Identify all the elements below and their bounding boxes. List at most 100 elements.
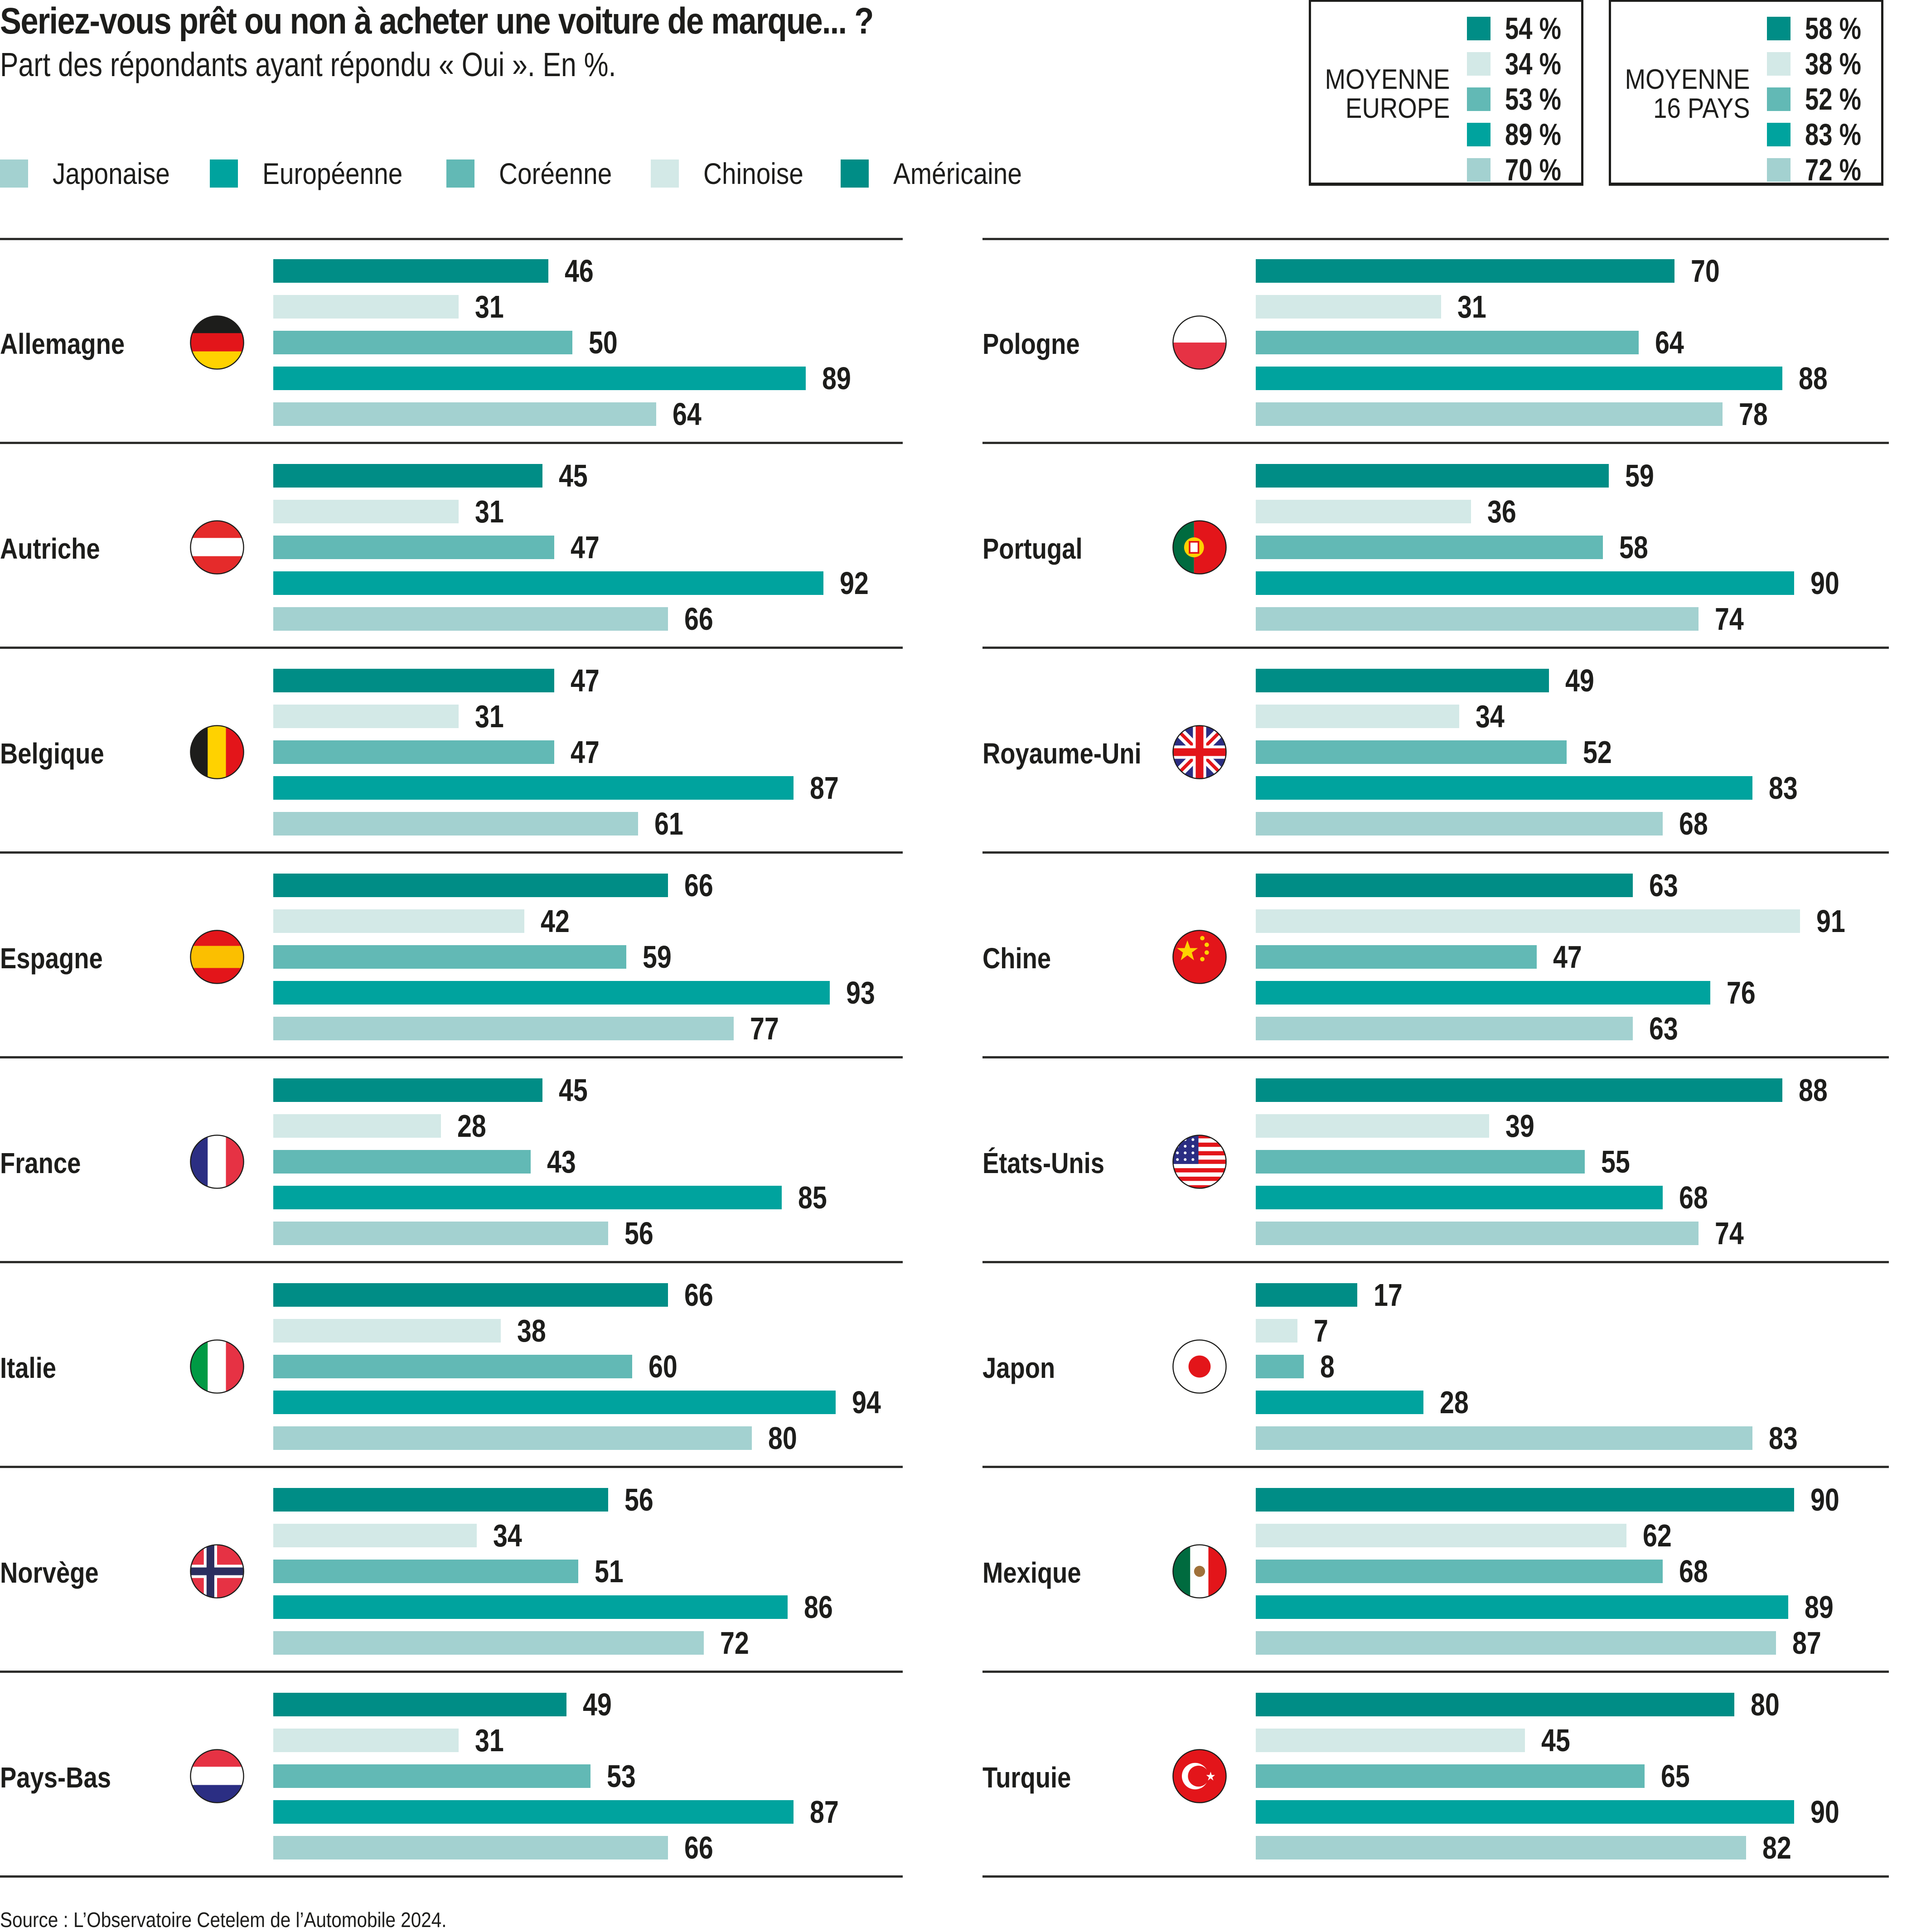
bar-europeenne xyxy=(1256,1391,1423,1414)
bar-value-label: 92 xyxy=(840,565,869,601)
bar-value-label: 45 xyxy=(559,458,588,493)
bar-chinoise xyxy=(273,1729,459,1752)
bar-value-label: 52 xyxy=(1583,734,1612,770)
bar-japonaise xyxy=(1256,1017,1633,1040)
bar-chinoise xyxy=(273,500,459,523)
average-row-chinoise: 38 % xyxy=(1767,46,1875,82)
austria-flag-icon xyxy=(189,520,245,575)
country-group: Mexique 90 62 68 89 87 xyxy=(982,1467,1889,1671)
bar-value-label: 78 xyxy=(1738,396,1768,432)
bar-coreenne xyxy=(273,1560,579,1583)
average-box-16-pays: MOYENNE 16 PAYS 58 % 38 % 52 % 83 % 72 % xyxy=(1609,0,1883,188)
bar-value-label: 89 xyxy=(1804,1589,1834,1625)
bar-americaine xyxy=(273,874,668,897)
bar-value-label: 64 xyxy=(672,396,702,432)
bar-value-label: 47 xyxy=(1553,939,1582,975)
bar-value-label: 45 xyxy=(1541,1723,1570,1758)
bar-value-label: 90 xyxy=(1810,565,1839,601)
average-value: 58 % xyxy=(1805,11,1861,46)
divider xyxy=(982,442,1889,444)
bar-value-label: 47 xyxy=(571,734,600,770)
bar-value-label: 68 xyxy=(1679,1554,1708,1589)
italy-flag-icon xyxy=(189,1339,245,1394)
bar-coreenne xyxy=(1256,945,1537,969)
average-swatch xyxy=(1467,17,1490,40)
average-value: 54 % xyxy=(1505,11,1561,46)
bar-value-label: 76 xyxy=(1727,975,1756,1010)
portugal-flag-icon xyxy=(1172,520,1227,575)
average-swatch xyxy=(1467,52,1490,76)
bar-coreenne xyxy=(1256,1764,1645,1788)
bar-value-label: 31 xyxy=(475,1723,504,1758)
average-rows: 58 % 38 % 52 % 83 % 72 % xyxy=(1767,11,1875,188)
bar-value-label: 94 xyxy=(852,1385,881,1420)
legend-label: Chinoise xyxy=(703,157,804,190)
divider xyxy=(0,647,903,649)
average-value: 83 % xyxy=(1805,117,1861,152)
country-label: Pays-Bas xyxy=(0,1761,111,1794)
legend-label: Coréenne xyxy=(498,157,612,190)
legend-item-chinoise: Chinoise xyxy=(651,156,820,191)
bar-value-label: 88 xyxy=(1798,361,1828,396)
bar-value-label: 65 xyxy=(1661,1758,1690,1794)
country-group: Royaume-Uni 49 34 52 83 68 xyxy=(982,647,1889,852)
bar-chinoise xyxy=(273,1524,477,1547)
bar-americaine xyxy=(273,1693,566,1716)
divider xyxy=(982,1056,1889,1058)
bar-value-label: 55 xyxy=(1601,1144,1630,1179)
legend-label: Japonaise xyxy=(53,157,170,190)
germany-flag-icon xyxy=(189,315,245,370)
bar-americaine xyxy=(1256,669,1549,692)
bar-value-label: 56 xyxy=(624,1482,654,1517)
bar-value-label: 34 xyxy=(493,1518,522,1553)
bar-japonaise xyxy=(1256,1631,1776,1655)
bar-coreenne xyxy=(1256,740,1567,764)
bar-japonaise xyxy=(273,1631,704,1655)
country-group: Portugal 59 36 58 90 74 xyxy=(982,443,1889,647)
bar-value-label: 8 xyxy=(1320,1349,1335,1384)
bar-value-label: 66 xyxy=(684,1830,714,1865)
bar-value-label: 87 xyxy=(1792,1625,1822,1661)
country-group: Pologne 70 31 64 88 78 xyxy=(982,238,1889,443)
divider xyxy=(982,647,1889,649)
bar-europeenne xyxy=(1256,981,1711,1005)
bar-americaine xyxy=(1256,1283,1358,1307)
divider xyxy=(0,1056,903,1058)
bar-value-label: 49 xyxy=(582,1687,612,1722)
bar-value-label: 50 xyxy=(589,325,618,360)
bar-americaine xyxy=(1256,874,1633,897)
average-swatch xyxy=(1767,123,1791,146)
bar-value-label: 90 xyxy=(1810,1482,1839,1517)
country-label: Allemagne xyxy=(0,328,125,360)
bar-value-label: 77 xyxy=(750,1011,779,1046)
bar-europeenne xyxy=(273,1800,794,1824)
bar-value-label: 17 xyxy=(1374,1277,1403,1313)
bar-japonaise xyxy=(1256,402,1723,426)
average-title-line: MOYENNE xyxy=(1325,64,1450,95)
bar-value-label: 63 xyxy=(1649,1011,1678,1046)
bar-value-label: 39 xyxy=(1505,1108,1534,1144)
average-swatch xyxy=(1767,17,1791,40)
bar-chinoise xyxy=(1256,1114,1489,1138)
legend-swatch xyxy=(446,159,474,188)
bar-value-label: 38 xyxy=(517,1313,546,1348)
average-row-chinoise: 34 % xyxy=(1467,46,1575,82)
france-flag-icon xyxy=(189,1134,245,1189)
bar-japonaise xyxy=(1256,1222,1699,1245)
country-label: Espagne xyxy=(0,942,103,975)
legend-item-americaine: Américaine xyxy=(841,156,1043,191)
bar-value-label: 61 xyxy=(654,806,684,841)
spain-flag-icon xyxy=(189,929,245,985)
source-note: Source : L’Observatoire Cetelem de l’Aut… xyxy=(0,1908,447,1932)
legend: Japonaise Européenne Coréenne Chinoise A… xyxy=(0,156,1064,191)
bar-chinoise xyxy=(273,295,459,319)
average-value: 70 % xyxy=(1505,153,1561,187)
bar-value-label: 80 xyxy=(1751,1687,1780,1722)
norway-flag-icon xyxy=(189,1544,245,1599)
bar-value-label: 31 xyxy=(475,289,504,324)
divider xyxy=(0,851,903,854)
bar-europeenne xyxy=(273,571,824,595)
country-group: Allemagne 46 31 50 89 64 xyxy=(0,238,903,443)
average-swatch xyxy=(1767,52,1791,76)
average-row-americaine: 58 % xyxy=(1767,11,1875,46)
